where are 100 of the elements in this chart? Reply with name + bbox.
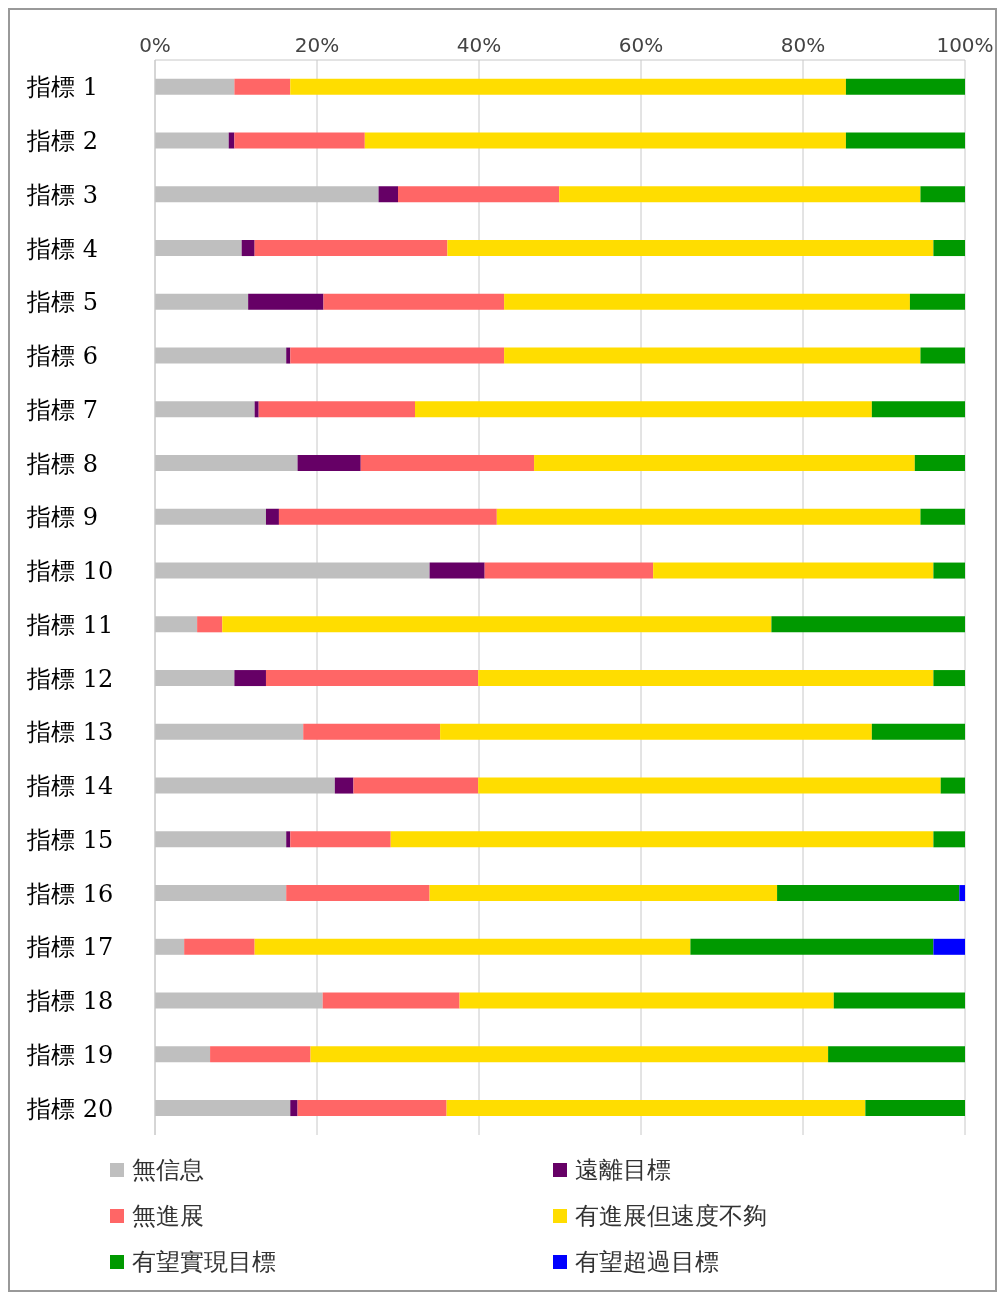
bar — [254, 938, 691, 955]
bar — [771, 616, 965, 633]
bar — [248, 293, 324, 310]
bar — [297, 1100, 447, 1117]
bar — [353, 777, 479, 794]
bar — [920, 508, 965, 525]
bar — [690, 938, 934, 955]
bar — [447, 240, 934, 257]
y-tick-label: 指標 10 — [26, 557, 114, 586]
legend-label: 遠離目標 — [574, 1155, 671, 1186]
bar — [484, 562, 654, 579]
x-tick-label: 20% — [294, 33, 340, 57]
bar — [290, 347, 505, 364]
y-tick-label: 指標 5 — [26, 288, 98, 317]
x-tick-label: 80% — [780, 33, 826, 57]
bar — [933, 240, 965, 257]
bar — [234, 670, 266, 687]
bar — [504, 293, 910, 310]
bar — [290, 831, 391, 848]
bar — [286, 885, 430, 902]
x-tick-label: 60% — [618, 33, 664, 57]
bar — [322, 992, 460, 1009]
bar — [184, 938, 255, 955]
y-tick-label: 指標 17 — [26, 933, 114, 962]
bar — [920, 186, 965, 203]
y-tick-label: 指標 9 — [26, 503, 98, 532]
bar — [222, 616, 772, 633]
bar — [933, 938, 965, 955]
bar — [933, 831, 965, 848]
bar — [534, 455, 915, 472]
y-tick-label: 指標 14 — [26, 772, 114, 801]
bar — [478, 777, 941, 794]
x-tick-label: 0% — [139, 33, 171, 57]
bar — [258, 401, 416, 418]
bar — [777, 885, 960, 902]
bar — [290, 78, 846, 95]
bar — [446, 1100, 866, 1117]
bar — [290, 1100, 298, 1117]
bar — [303, 723, 441, 740]
y-tick-label: 指標 12 — [26, 664, 114, 693]
bar — [334, 777, 354, 794]
bar — [429, 885, 778, 902]
bar — [234, 132, 365, 149]
bar — [871, 401, 965, 418]
bar — [210, 1046, 311, 1063]
bar — [415, 401, 872, 418]
legend-label: 無進展 — [132, 1201, 204, 1232]
legend-label: 有望超過目標 — [574, 1247, 719, 1278]
legend-label: 無信息 — [132, 1155, 204, 1186]
bar — [254, 240, 448, 257]
y-tick-label: 指標 13 — [26, 718, 114, 747]
bar — [478, 670, 934, 687]
bar — [398, 186, 560, 203]
bar — [286, 831, 291, 848]
bar — [845, 132, 965, 149]
bar — [241, 240, 255, 257]
legend-label: 有進展但速度不夠 — [574, 1201, 767, 1232]
bar — [390, 831, 934, 848]
bar — [914, 455, 965, 472]
bar — [360, 455, 535, 472]
bar — [504, 347, 921, 364]
bar — [265, 508, 279, 525]
y-tick-label: 指標 1 — [26, 73, 98, 102]
bar — [933, 562, 965, 579]
bar — [310, 1046, 829, 1063]
y-tick-label: 指標 19 — [26, 1040, 114, 1069]
bar — [828, 1046, 965, 1063]
bar — [265, 670, 479, 687]
bar — [286, 347, 291, 364]
y-tick-label: 指標 20 — [26, 1094, 114, 1123]
y-tick-label: 指標 2 — [26, 127, 98, 156]
bar — [364, 132, 846, 149]
bar — [865, 1100, 965, 1117]
bar — [440, 723, 872, 740]
y-tick-label: 指標 6 — [26, 342, 98, 371]
bar — [920, 347, 965, 364]
bar — [323, 293, 505, 310]
bar — [254, 401, 259, 418]
bar — [909, 293, 965, 310]
bar — [833, 992, 965, 1009]
bar — [429, 562, 485, 579]
bar — [845, 78, 965, 95]
y-tick-label: 指標 11 — [26, 610, 114, 639]
bar — [653, 562, 934, 579]
bar — [940, 777, 965, 794]
bar — [234, 78, 291, 95]
y-tick-label: 指標 15 — [26, 825, 114, 854]
bar — [278, 508, 497, 525]
y-tick-label: 指標 16 — [26, 879, 114, 908]
y-tick-label: 指標 4 — [26, 234, 98, 263]
y-tick-label: 指標 7 — [26, 395, 98, 424]
bar — [197, 616, 223, 633]
bar — [378, 186, 398, 203]
bar — [959, 885, 965, 902]
y-tick-label: 指標 3 — [26, 180, 98, 209]
y-tick-label: 指標 18 — [26, 987, 114, 1016]
legend-label: 有望實現目標 — [132, 1247, 276, 1278]
bar — [871, 723, 965, 740]
x-tick-label: 100% — [936, 33, 994, 57]
bar — [496, 508, 921, 525]
